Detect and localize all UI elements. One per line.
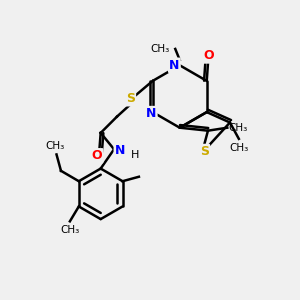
Text: CH₃: CH₃	[45, 141, 64, 151]
Text: H: H	[130, 150, 139, 160]
Text: O: O	[203, 50, 214, 62]
Text: S: S	[200, 145, 209, 158]
Text: N: N	[146, 107, 156, 120]
Text: O: O	[92, 149, 102, 162]
Text: N: N	[115, 144, 125, 157]
Text: N: N	[169, 59, 180, 72]
Text: CH₃: CH₃	[229, 123, 248, 133]
Text: CH₃: CH₃	[150, 44, 169, 54]
Text: S: S	[126, 92, 135, 105]
Text: CH₃: CH₃	[229, 143, 248, 153]
Text: CH₃: CH₃	[60, 225, 80, 235]
